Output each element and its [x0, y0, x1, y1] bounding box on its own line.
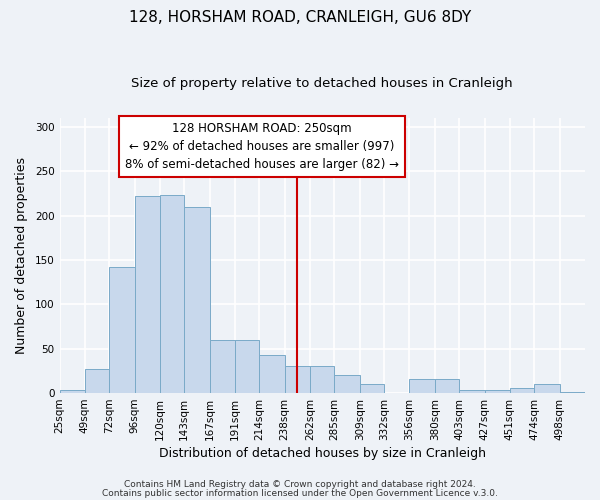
Text: 128 HORSHAM ROAD: 250sqm
← 92% of detached houses are smaller (997)
8% of semi-d: 128 HORSHAM ROAD: 250sqm ← 92% of detach…	[125, 122, 399, 171]
Bar	[85, 369, 109, 393]
Bar	[134, 196, 160, 393]
Bar	[310, 366, 334, 393]
Bar	[560, 392, 585, 393]
Text: Contains HM Land Registry data © Crown copyright and database right 2024.: Contains HM Land Registry data © Crown c…	[124, 480, 476, 489]
Bar	[534, 384, 560, 393]
Y-axis label: Number of detached properties: Number of detached properties	[15, 157, 28, 354]
Bar	[510, 388, 534, 393]
Bar	[259, 355, 285, 393]
Bar	[485, 390, 510, 393]
Bar	[209, 340, 235, 393]
Bar	[109, 267, 134, 393]
Bar	[459, 390, 485, 393]
Bar	[160, 195, 184, 393]
Bar	[59, 390, 85, 393]
Bar	[235, 340, 259, 393]
Bar	[435, 379, 459, 393]
Bar	[285, 366, 310, 393]
Bar	[409, 379, 435, 393]
Title: Size of property relative to detached houses in Cranleigh: Size of property relative to detached ho…	[131, 78, 513, 90]
Text: Contains public sector information licensed under the Open Government Licence v.: Contains public sector information licen…	[102, 488, 498, 498]
Bar	[184, 207, 209, 393]
Bar	[360, 384, 384, 393]
X-axis label: Distribution of detached houses by size in Cranleigh: Distribution of detached houses by size …	[159, 447, 486, 460]
Bar	[334, 376, 360, 393]
Text: 128, HORSHAM ROAD, CRANLEIGH, GU6 8DY: 128, HORSHAM ROAD, CRANLEIGH, GU6 8DY	[129, 10, 471, 25]
